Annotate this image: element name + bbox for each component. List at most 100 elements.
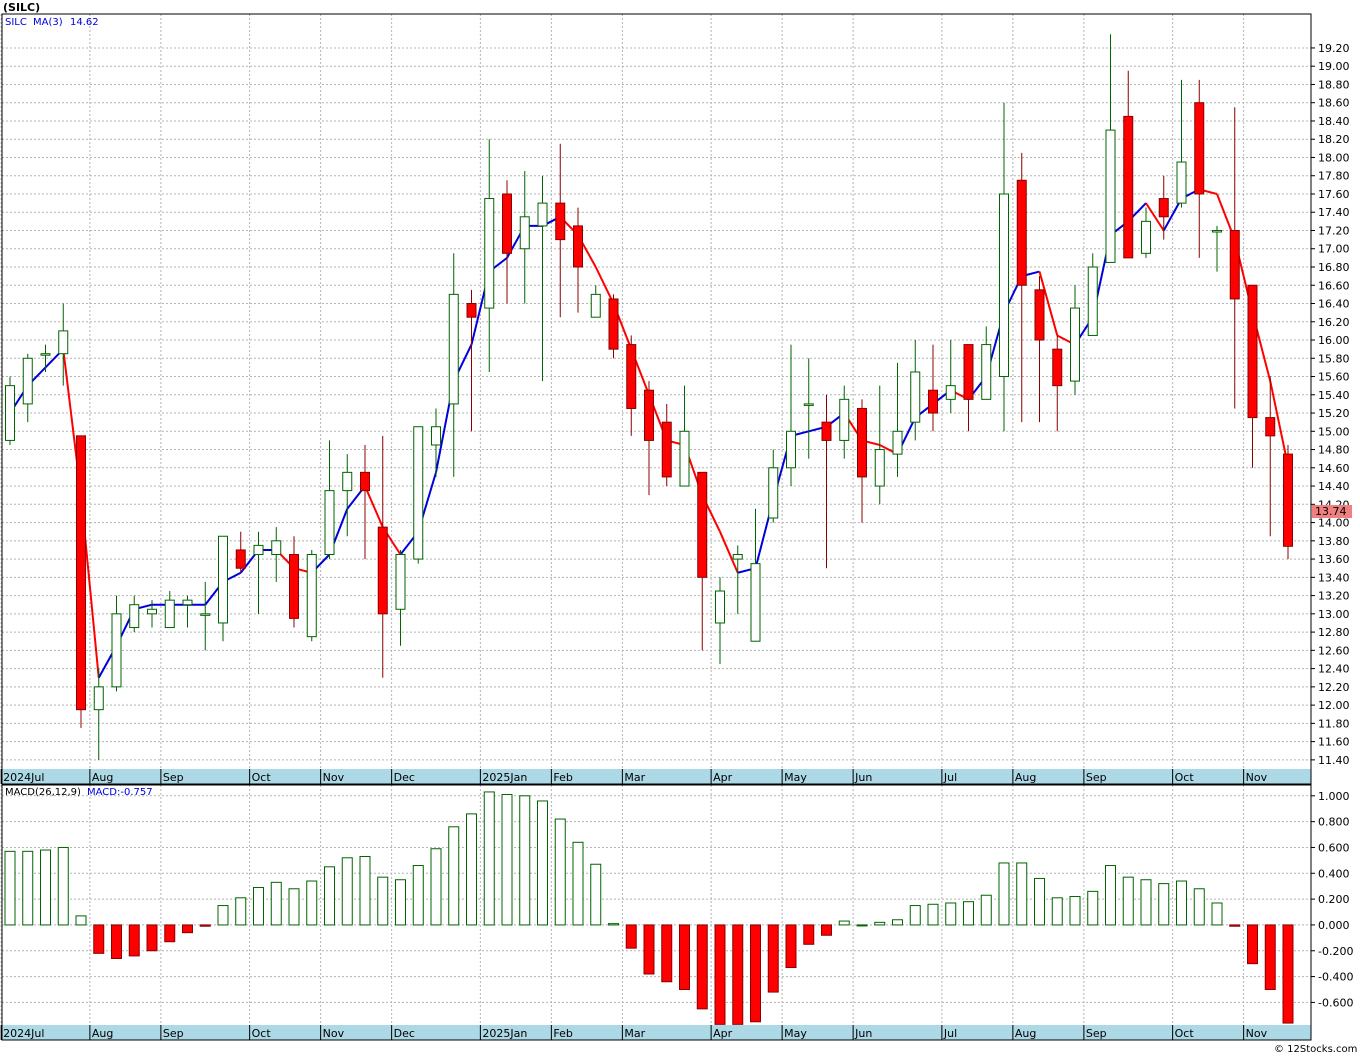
candle-body <box>111 613 122 688</box>
candle <box>413 426 424 564</box>
price-month-label: Feb <box>553 771 572 784</box>
macd-bar <box>1016 862 1028 926</box>
candle <box>200 581 211 651</box>
price-tick-label: 18.60 <box>1318 97 1350 110</box>
macd-bar <box>838 920 850 926</box>
candle <box>1052 335 1063 432</box>
price-tick-label: 18.40 <box>1318 115 1350 128</box>
watermark: © 12Stocks.com <box>1274 1044 1357 1055</box>
price-month-label: Dec <box>394 771 415 784</box>
macd-bar <box>1211 902 1223 926</box>
candle <box>555 143 566 318</box>
macd-bar <box>146 924 158 952</box>
macd-bar <box>874 921 886 926</box>
candle-body <box>182 599 193 606</box>
price-tick-label: 15.80 <box>1318 352 1350 365</box>
candle-body <box>644 389 654 441</box>
price-tick-label: 13.20 <box>1318 590 1350 603</box>
candle <box>1141 207 1151 258</box>
macd-bar <box>395 879 406 926</box>
candle-body <box>93 686 104 711</box>
price-tick-label: 13.40 <box>1318 571 1350 584</box>
ma-segment <box>594 266 615 304</box>
macd-bar <box>732 924 744 1025</box>
candle-body <box>1016 179 1027 286</box>
price-tick-label: 12.80 <box>1318 626 1350 639</box>
candle <box>750 508 761 642</box>
macd-bar <box>57 846 69 926</box>
candle <box>999 102 1009 432</box>
price-tick-label: 15.60 <box>1318 371 1350 384</box>
candle-body <box>661 421 672 478</box>
candle <box>537 175 548 382</box>
macd-bar <box>324 866 335 926</box>
price-tick-label: 12.20 <box>1318 681 1350 694</box>
macd-bar <box>1069 896 1081 926</box>
price-tick-label: 17.80 <box>1318 170 1350 183</box>
candle <box>1034 276 1045 423</box>
macd-bar <box>856 924 868 927</box>
price-month-label: 2024Jul <box>3 771 44 784</box>
macd-month-label: 2025Jan <box>482 1027 527 1040</box>
price-month-label: Jun <box>854 771 872 784</box>
macd-bar <box>199 924 211 927</box>
macd-date-band <box>2 1025 1311 1040</box>
price-month-label: Oct <box>252 771 272 784</box>
macd-bar <box>182 924 193 934</box>
candle-body <box>1034 289 1045 341</box>
price-date-band <box>2 769 1311 784</box>
candle-body <box>289 554 299 619</box>
candle-body <box>306 554 317 638</box>
macd-month-label: Dec <box>394 1027 415 1040</box>
macd-grid <box>0 785 1311 1025</box>
candle-body <box>1247 284 1258 419</box>
candle-body <box>786 430 796 469</box>
ma-legend-value: 14.62 <box>70 17 99 28</box>
candle-body <box>235 549 246 569</box>
macd-bar <box>377 876 389 926</box>
candle-body <box>1123 115 1134 259</box>
candle-body <box>40 353 51 356</box>
candle <box>963 344 974 432</box>
price-tick-label: 16.40 <box>1318 298 1350 311</box>
candle <box>76 435 86 728</box>
candle <box>466 289 477 432</box>
candle-body <box>1070 307 1080 382</box>
macd-month-label: Sep <box>1086 1027 1107 1040</box>
macd-bar <box>590 863 602 926</box>
candle <box>786 344 796 487</box>
macd-bars <box>4 791 1294 1025</box>
candle <box>608 294 619 359</box>
macd-month-label: Apr <box>713 1027 733 1040</box>
candle <box>1212 225 1222 272</box>
ma-segment <box>719 531 739 574</box>
candle <box>1283 444 1293 560</box>
candle-body <box>821 421 832 441</box>
candle <box>271 527 282 582</box>
candle <box>306 549 317 642</box>
macd-y-axis: -0.600 -0.400 -0.200 0.000 0.200 0.400 0.600 0.… <box>1311 790 1353 1009</box>
candle-body <box>324 490 335 556</box>
candle <box>697 471 708 651</box>
price-grid <box>0 14 1311 769</box>
candle-body <box>5 385 15 441</box>
candle <box>1247 284 1258 468</box>
price-tick-label: 14.40 <box>1318 480 1350 493</box>
candle-body <box>679 430 690 487</box>
macd-tick-label: -0.600 <box>1318 996 1353 1009</box>
candle <box>1105 34 1116 263</box>
candle-body <box>803 403 814 406</box>
candle-body <box>1283 453 1293 547</box>
macd-bar <box>501 794 513 926</box>
candle-body <box>484 198 495 309</box>
candle-body <box>431 426 441 446</box>
candle <box>1158 175 1169 240</box>
price-month-label: Apr <box>713 771 733 784</box>
macd-bar <box>1034 877 1045 926</box>
macd-bar <box>359 855 371 926</box>
price-month-label: May <box>784 771 807 784</box>
macd-bar <box>466 813 477 926</box>
macd-bar <box>679 924 690 990</box>
macd-month-label: May <box>784 1027 807 1040</box>
